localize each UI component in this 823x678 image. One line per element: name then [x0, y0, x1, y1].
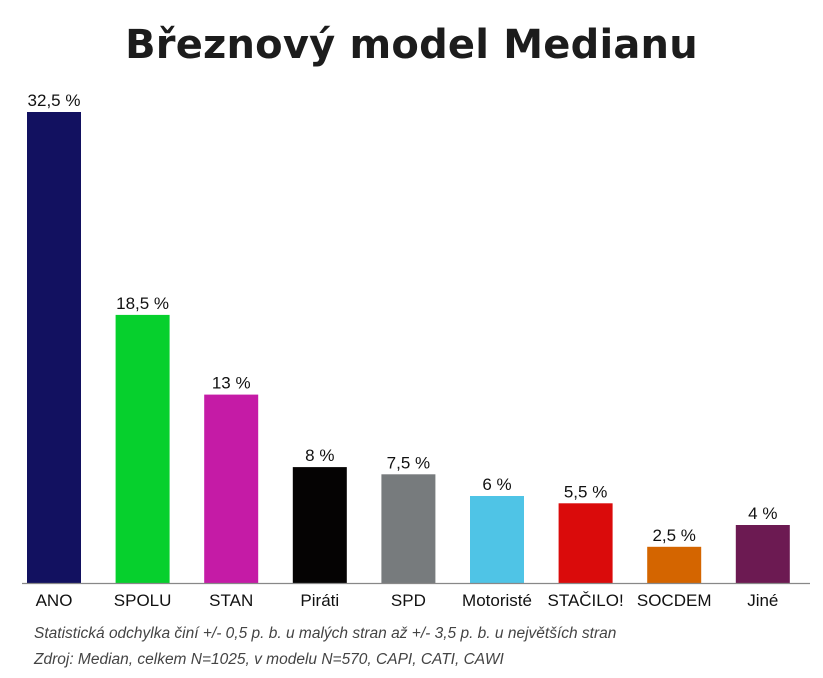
chart-notes: Statistická odchylka činí +/- 0,5 p. b. …: [34, 622, 616, 674]
bar-4: [381, 474, 436, 583]
bar-3: [292, 467, 347, 583]
category-label-3: Piráti: [300, 591, 339, 610]
category-label-1: SPOLU: [114, 591, 172, 610]
data-label-3: 8 %: [305, 446, 334, 465]
source-note: Zdroj: Median, celkem N=1025, v modelu N…: [34, 651, 504, 668]
data-label-7: 2,5 %: [652, 526, 695, 545]
category-label-5: Motoristé: [462, 591, 532, 610]
bar-0: [27, 112, 81, 583]
data-label-1: 18,5 %: [116, 294, 169, 313]
bar-7: [647, 546, 702, 583]
data-label-0: 32,5 %: [28, 91, 81, 110]
bar-1: [115, 314, 170, 583]
category-label-6: STAČILO!: [547, 591, 623, 610]
bar-5: [470, 496, 524, 583]
data-label-8: 4 %: [748, 504, 777, 523]
data-label-6: 5,5 %: [564, 482, 607, 501]
data-label-4: 7,5 %: [387, 453, 430, 472]
margin-of-error-note: Statistická odchylka činí +/- 0,5 p. b. …: [34, 625, 617, 642]
chart-title: Březnový model Medianu: [125, 22, 698, 68]
category-label-4: SPD: [391, 591, 426, 610]
category-label-2: STAN: [209, 591, 253, 610]
data-label-5: 6 %: [482, 475, 511, 494]
category-label-7: SOCDEM: [637, 591, 712, 610]
category-label-0: ANO: [36, 591, 73, 610]
category-label-8: Jiné: [747, 591, 778, 610]
data-label-2: 13 %: [212, 374, 251, 393]
bar-2: [204, 394, 259, 583]
bar-8: [735, 525, 790, 583]
bar-6: [558, 503, 613, 583]
bar-chart: 32,5 % ANO 18,5 % SPOLU 13 % STAN 8 % Piráti 7,5…: [22, 91, 810, 610]
